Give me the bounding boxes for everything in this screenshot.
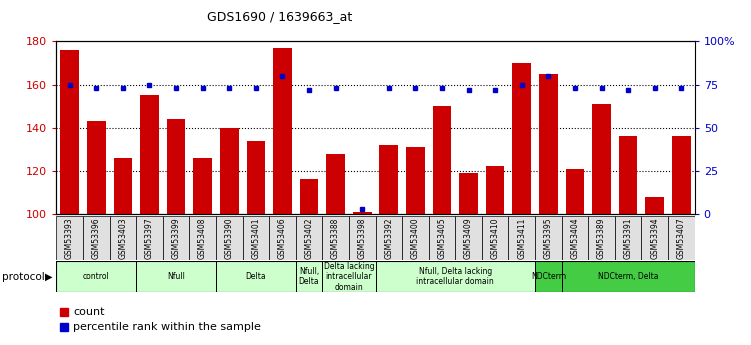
Text: GSM53392: GSM53392: [385, 218, 394, 259]
Bar: [246, 141, 265, 214]
Bar: [645, 197, 664, 214]
Bar: [189, 216, 216, 260]
Text: protocol: protocol: [2, 272, 44, 282]
Bar: [482, 216, 508, 260]
Text: GSM53389: GSM53389: [597, 218, 606, 259]
Text: GSM53393: GSM53393: [65, 218, 74, 259]
Text: NDCterm: NDCterm: [531, 272, 566, 281]
Text: GSM53410: GSM53410: [490, 218, 499, 259]
Text: GSM53401: GSM53401: [252, 218, 261, 259]
Bar: [535, 216, 562, 260]
Bar: [216, 261, 296, 292]
Text: GSM53405: GSM53405: [438, 218, 447, 259]
Bar: [512, 63, 531, 214]
Text: GSM53396: GSM53396: [92, 218, 101, 259]
Bar: [113, 158, 132, 214]
Text: GSM53400: GSM53400: [411, 218, 420, 259]
Text: GSM53388: GSM53388: [331, 218, 340, 259]
Bar: [406, 147, 425, 214]
Bar: [353, 212, 372, 214]
Text: GSM53406: GSM53406: [278, 218, 287, 259]
Bar: [296, 216, 322, 260]
Text: ▶: ▶: [45, 272, 53, 282]
Text: GSM53394: GSM53394: [650, 218, 659, 259]
Text: Nfull,
Delta: Nfull, Delta: [299, 267, 319, 286]
Bar: [429, 216, 455, 260]
Bar: [322, 261, 376, 292]
Text: GSM53408: GSM53408: [198, 218, 207, 259]
Bar: [562, 261, 695, 292]
Bar: [326, 154, 345, 214]
Bar: [300, 179, 318, 214]
Text: percentile rank within the sample: percentile rank within the sample: [74, 323, 261, 332]
Bar: [433, 106, 451, 214]
Bar: [402, 216, 429, 260]
Text: GSM53397: GSM53397: [145, 218, 154, 259]
Bar: [273, 48, 291, 214]
Bar: [349, 216, 376, 260]
Bar: [269, 216, 296, 260]
Bar: [460, 173, 478, 214]
Bar: [508, 216, 535, 260]
Bar: [216, 216, 243, 260]
Bar: [672, 136, 691, 214]
Bar: [376, 261, 535, 292]
Text: GSM53391: GSM53391: [623, 218, 632, 259]
Bar: [619, 136, 638, 214]
Text: GSM53404: GSM53404: [571, 218, 580, 259]
Text: Nfull: Nfull: [167, 272, 185, 281]
Bar: [193, 158, 212, 214]
Bar: [379, 145, 398, 214]
Bar: [593, 104, 611, 214]
Bar: [83, 216, 110, 260]
Text: Delta lacking
intracellular
domain: Delta lacking intracellular domain: [324, 262, 374, 292]
Bar: [486, 166, 505, 214]
Bar: [163, 216, 189, 260]
Bar: [220, 128, 239, 214]
Text: count: count: [74, 307, 104, 317]
Bar: [136, 216, 163, 260]
Text: NDCterm, Delta: NDCterm, Delta: [598, 272, 659, 281]
Bar: [56, 261, 136, 292]
Text: control: control: [83, 272, 110, 281]
Bar: [60, 50, 79, 214]
Text: GSM53398: GSM53398: [357, 218, 366, 259]
Bar: [455, 216, 482, 260]
Bar: [641, 216, 668, 260]
Bar: [668, 216, 695, 260]
Text: Nfull, Delta lacking
intracellular domain: Nfull, Delta lacking intracellular domai…: [416, 267, 494, 286]
Bar: [322, 216, 349, 260]
Text: GSM53403: GSM53403: [119, 218, 128, 259]
Bar: [243, 216, 269, 260]
Bar: [136, 261, 216, 292]
Bar: [110, 216, 136, 260]
Text: GSM53409: GSM53409: [464, 218, 473, 259]
Bar: [87, 121, 106, 214]
Text: Delta: Delta: [246, 272, 266, 281]
Text: GSM53402: GSM53402: [304, 218, 313, 259]
Bar: [376, 216, 402, 260]
Bar: [140, 95, 158, 214]
Text: GSM53390: GSM53390: [225, 218, 234, 259]
Bar: [167, 119, 185, 214]
Bar: [56, 216, 83, 260]
Text: GSM53395: GSM53395: [544, 218, 553, 259]
Bar: [566, 169, 584, 214]
Bar: [615, 216, 641, 260]
Bar: [562, 216, 588, 260]
Bar: [296, 261, 322, 292]
Text: GSM53399: GSM53399: [171, 218, 180, 259]
Text: GSM53411: GSM53411: [517, 218, 526, 259]
Text: GDS1690 / 1639663_at: GDS1690 / 1639663_at: [207, 10, 352, 23]
Bar: [535, 261, 562, 292]
Text: GSM53407: GSM53407: [677, 218, 686, 259]
Bar: [588, 216, 615, 260]
Bar: [539, 74, 558, 214]
